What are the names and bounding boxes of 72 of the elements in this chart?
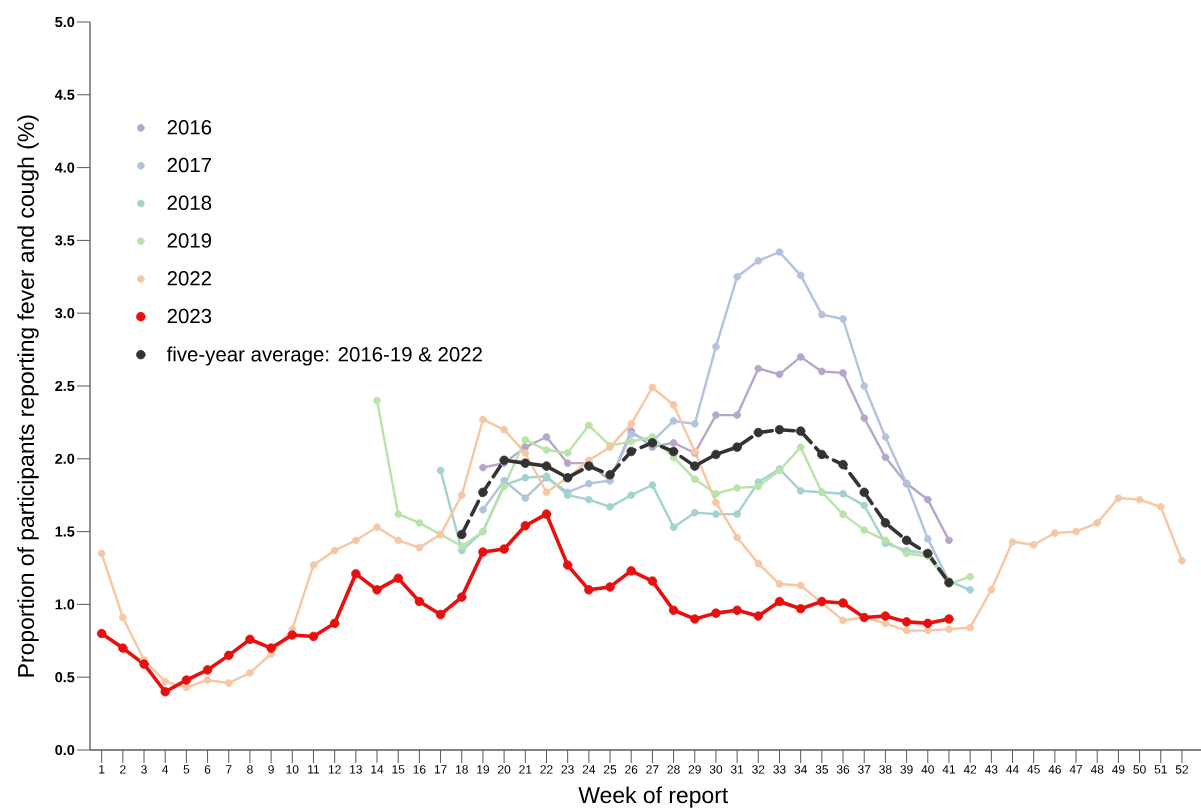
x-tick-label: 30 [709,765,723,774]
x-tick-label: 7 [226,765,232,774]
x-tick-label: 49 [1112,765,1125,774]
x-tick-label: 45 [1027,765,1040,774]
x-axis-title: Week of report [578,786,729,808]
y-tick-label: 5.0 [55,16,75,28]
legend-label: 2018 [167,195,212,211]
y-tick-label: 3.5 [55,235,75,246]
x-tick-label: 52 [1175,765,1188,774]
legend-label: 2016 [167,120,212,135]
x-tick-label: 43 [984,765,998,774]
x-tick-label: 35 [815,765,828,774]
x-tick-label: 24 [582,765,596,774]
x-tick-label: 8 [247,765,253,774]
x-tick-label: 6 [204,765,211,774]
y-tick-label: 4.5 [54,89,75,100]
x-tick-label: 27 [646,765,659,774]
x-tick-label: 33 [773,765,786,774]
legend-label: 2019 [167,233,212,248]
x-tick-label: 36 [836,765,850,774]
x-tick-label: 14 [371,765,384,774]
x-tick-label: 16 [413,765,426,774]
y-tick-label: 1.5 [55,526,75,537]
x-tick-label: 21 [519,765,532,774]
x-tick-label: 9 [268,765,274,774]
y-tick-label: 1.0 [55,599,75,610]
legend-label: 2023 [167,308,212,324]
x-tick-label: 23 [561,765,574,774]
x-tick-label: 44 [1006,765,1019,774]
y-axis-title: Proportion of participants reporting fever and cough (%) [17,115,39,677]
x-tick-label: 48 [1090,765,1104,774]
x-tick-label: 12 [328,765,341,774]
x-tick-label: 37 [858,765,871,774]
x-tick-label: 17 [434,765,447,774]
y-tick-label: 2.0 [55,453,75,464]
y-tick-label: 0.5 [55,672,75,683]
x-tick-label: 46 [1048,765,1061,774]
x-tick-label: 4 [162,765,169,774]
x-tick-label: 18 [456,765,468,774]
x-tick-label: 22 [540,765,553,774]
x-tick-label: 41 [942,765,956,774]
x-tick-label: 39 [900,765,913,774]
x-tick-label: 34 [794,765,807,774]
x-tick-label: 2 [120,765,126,774]
x-tick-label: 11 [308,765,320,774]
x-tick-label: 20 [498,765,511,774]
x-tick-label: 5 [183,765,190,774]
x-tick-label: 1 [99,765,105,774]
x-tick-label: 40 [921,765,934,774]
legend-label: five-year average: 2016-19 & 2022 [166,346,482,366]
x-tick-label: 26 [625,765,638,774]
x-tick-label: 50 [1133,765,1146,774]
x-tick-label: 25 [603,765,617,774]
x-tick-label: 31 [730,765,744,774]
x-tick-label: 42 [963,765,977,774]
x-tick-label: 15 [392,765,405,774]
x-tick-label: 10 [286,765,299,774]
x-tick-label: 51 [1154,765,1167,774]
legend-label: 2017 [167,157,212,173]
y-tick-label: 0.0 [55,744,75,756]
x-tick-label: 28 [667,765,680,774]
x-tick-label: 13 [350,765,362,774]
x-tick-label: 3 [141,765,147,774]
x-tick-label: 32 [752,765,765,774]
x-tick-label: 29 [688,765,701,774]
y-tick-label: 3.0 [55,308,75,319]
y-tick-label: 4.0 [54,162,75,173]
legend-label: 2022 [167,271,212,286]
x-tick-label: 47 [1069,765,1083,774]
x-tick-label: 19 [477,765,490,774]
x-tick-label: 38 [879,765,892,774]
y-tick-label: 2.5 [55,380,75,392]
